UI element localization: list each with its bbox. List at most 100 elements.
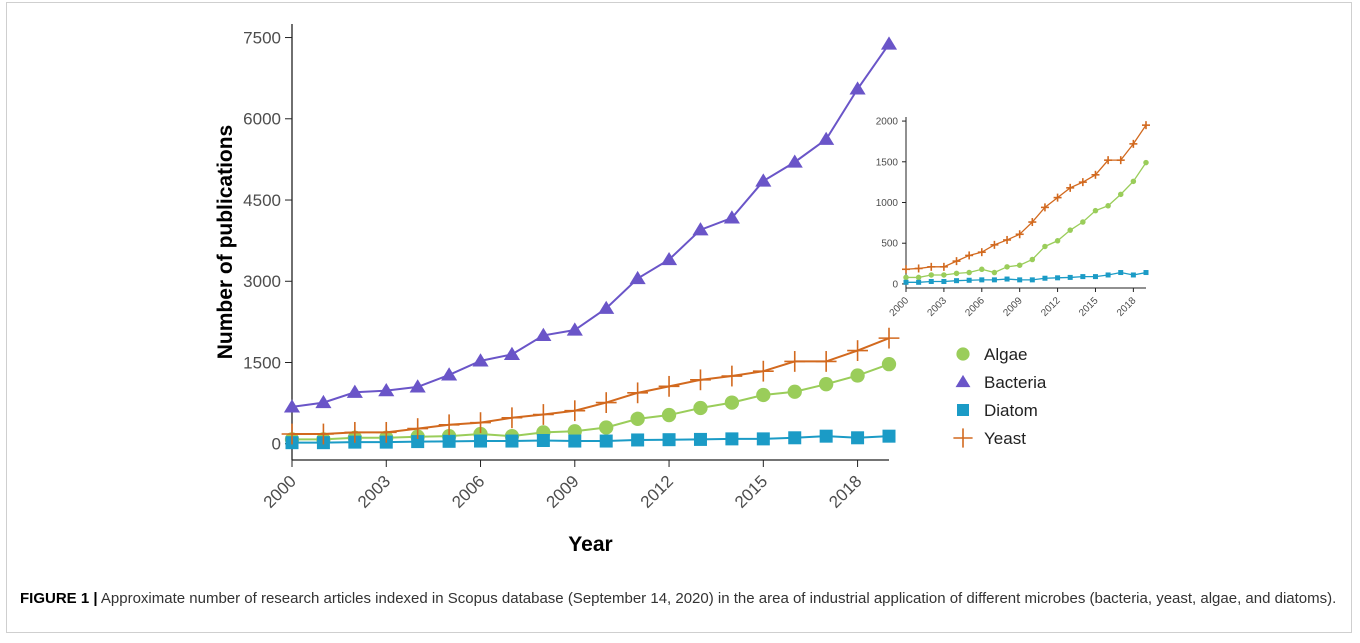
point-algae (850, 368, 865, 383)
point-yeast (1053, 193, 1062, 202)
point-diatom (1080, 274, 1086, 280)
point-diatom (966, 277, 972, 283)
point-diatom (788, 431, 802, 445)
point-yeast (815, 351, 837, 372)
point-yeast (532, 404, 554, 425)
point-diatom (979, 277, 985, 283)
point-bacteria (472, 353, 489, 367)
main-chart: 0 1500 3000 4500 6000 7500 2000 2003 2006 2009 201… (214, 24, 900, 556)
point-yeast (878, 327, 900, 349)
point-algae (1092, 207, 1099, 214)
y-axis-title: Number of publications (214, 125, 237, 360)
point-algae (1016, 262, 1023, 268)
point-yeast (1028, 218, 1037, 227)
series-line-algae (906, 162, 1147, 279)
point-bacteria (629, 270, 646, 285)
figure-frame (6, 2, 1352, 633)
point-yeast (1015, 230, 1024, 239)
point-algae (1117, 191, 1124, 198)
point-algae (1130, 178, 1137, 185)
point-diatom (442, 434, 456, 448)
point-diatom (505, 434, 519, 448)
x-tick-label: 2000 (888, 295, 912, 319)
point-yeast (375, 421, 397, 443)
point-yeast (564, 400, 586, 422)
point-diatom (851, 431, 865, 445)
point-yeast (1066, 183, 1075, 192)
y-tick-label: 6000 (243, 110, 281, 129)
legend-key-yeast (953, 428, 973, 448)
point-yeast (627, 382, 649, 404)
point-algae (1105, 203, 1111, 209)
point-yeast (1116, 156, 1125, 165)
point-bacteria (849, 81, 866, 95)
point-yeast (965, 251, 974, 260)
x-tick-label: 2009 (543, 472, 583, 512)
point-yeast (1142, 121, 1150, 130)
y-tick-label: 500 (881, 239, 898, 250)
point-yeast (990, 240, 999, 249)
y-tick-label: 1000 (876, 198, 899, 209)
point-algae (630, 411, 645, 426)
point-yeast (1091, 170, 1100, 179)
point-bacteria (818, 131, 835, 145)
point-yeast (313, 423, 334, 445)
point-algae (787, 384, 802, 399)
point-bacteria (503, 346, 521, 360)
point-diatom (568, 434, 582, 448)
point-algae (1054, 238, 1061, 244)
point-diatom (1130, 272, 1136, 278)
point-bacteria (660, 251, 678, 266)
legend-key-bacteria (955, 374, 971, 388)
x-tick-label: 2018 (825, 472, 865, 512)
point-yeast (914, 264, 923, 273)
y-tick-label: 2000 (876, 117, 899, 128)
point-yeast (1129, 139, 1138, 148)
point-diatom (662, 433, 676, 447)
point-yeast (1003, 235, 1012, 244)
legend-label-algae: Algae (984, 345, 1027, 364)
caption-text: Approximate number of research articles … (97, 590, 1337, 607)
point-diatom (1092, 274, 1098, 280)
legend-label-yeast: Yeast (984, 429, 1026, 448)
point-algae (953, 270, 960, 277)
figure-caption: FIGURE 1 | Approximate number of researc… (20, 588, 1340, 609)
x-tick-label: 2012 (637, 472, 677, 512)
y-tick-label: 7500 (243, 28, 281, 47)
point-algae (928, 272, 935, 278)
point-bacteria (566, 322, 583, 336)
point-diatom (1067, 274, 1073, 280)
point-bacteria (598, 300, 615, 314)
point-diatom (903, 279, 909, 285)
point-bacteria (315, 394, 332, 409)
point-diatom (991, 277, 997, 283)
x-tick-label: 2003 (926, 295, 950, 319)
x-tick-label: 2003 (354, 472, 394, 512)
point-algae (1004, 264, 1010, 270)
point-bacteria (723, 210, 740, 224)
point-algae (1042, 243, 1048, 250)
series-line-yeast (905, 124, 1147, 270)
point-yeast (784, 351, 806, 372)
point-diatom (916, 279, 922, 285)
point-bacteria (786, 154, 803, 168)
y-tick-label: 1500 (243, 353, 281, 372)
point-yeast (690, 369, 711, 391)
y-tick-label: 4500 (243, 191, 281, 210)
series-line-yeast (292, 337, 890, 436)
point-bacteria (755, 173, 772, 187)
point-diatom (941, 278, 947, 284)
point-yeast (977, 248, 986, 257)
point-diatom (1055, 275, 1061, 281)
point-yeast (658, 375, 680, 397)
point-diatom (474, 434, 488, 448)
point-diatom (1017, 277, 1023, 283)
point-yeast (595, 392, 617, 413)
x-tick-label: 2000 (260, 472, 300, 512)
point-bacteria (346, 384, 363, 398)
point-diatom (756, 432, 770, 446)
point-diatom (411, 435, 425, 449)
legend-key-diatom (957, 404, 969, 416)
inset-chart: 0 500 1000 1500 2000 2000 2003 2006 2009 2012 2015… (876, 117, 1150, 319)
